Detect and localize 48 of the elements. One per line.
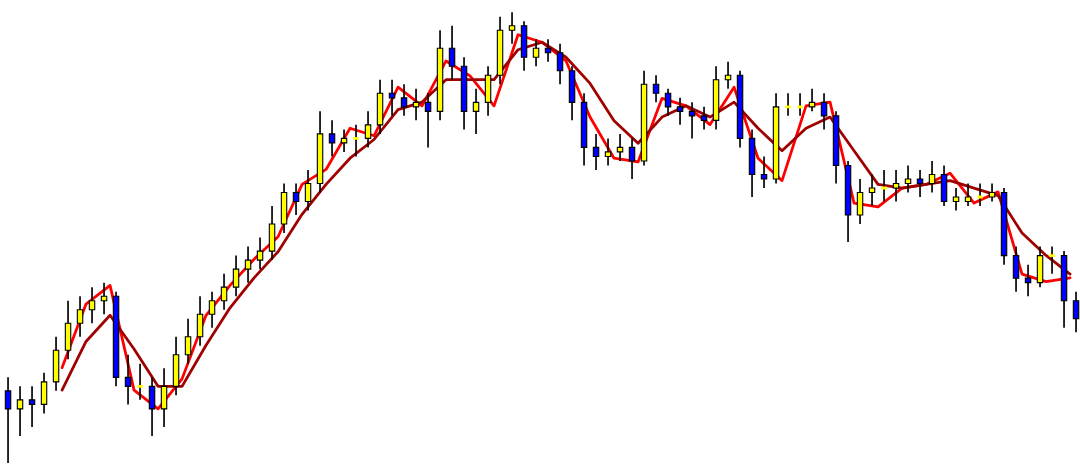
candlestick — [616, 133, 624, 162]
candlestick — [328, 119, 336, 158]
candlestick — [628, 137, 636, 180]
candlestick — [916, 169, 924, 198]
candlestick — [700, 106, 708, 131]
candlestick — [1012, 245, 1020, 293]
candlestick — [856, 178, 864, 225]
candlestick — [364, 110, 372, 149]
candlestick — [4, 376, 12, 464]
candlestick — [244, 245, 252, 284]
candlestick — [448, 24, 456, 81]
candlestick — [952, 187, 960, 212]
candlestick — [988, 182, 996, 203]
candlestick — [292, 182, 300, 216]
candlestick — [472, 87, 480, 135]
candlestick — [868, 173, 876, 207]
candlestick — [508, 11, 516, 45]
candlestick — [76, 295, 84, 338]
candlestick — [904, 164, 912, 194]
candlestick — [184, 317, 192, 365]
candlestick — [256, 236, 264, 270]
candlestick — [160, 367, 168, 428]
candlestick — [40, 371, 48, 415]
candlestick — [760, 155, 768, 189]
candlestick — [232, 254, 240, 298]
candlestick — [688, 101, 696, 140]
candlestick — [400, 83, 408, 117]
candlestick — [820, 92, 828, 131]
candlestick — [676, 96, 684, 126]
candlestick — [532, 38, 540, 68]
candlestick — [928, 160, 936, 194]
candlestick — [424, 92, 432, 149]
candlestick — [652, 74, 660, 104]
candlestick — [604, 137, 612, 167]
candlestick — [208, 290, 216, 329]
candlestick — [340, 128, 348, 153]
candlestick — [124, 353, 132, 406]
candlestick — [964, 182, 972, 207]
candlestick — [1072, 290, 1080, 334]
candlestick — [28, 385, 36, 428]
candlestick — [196, 295, 204, 347]
candlestick — [148, 376, 156, 437]
candlestick — [556, 42, 564, 86]
candlestick — [88, 286, 96, 325]
candlestick — [592, 133, 600, 171]
candlestick — [16, 385, 24, 437]
candlestick — [892, 169, 900, 203]
candlestick — [304, 169, 312, 212]
